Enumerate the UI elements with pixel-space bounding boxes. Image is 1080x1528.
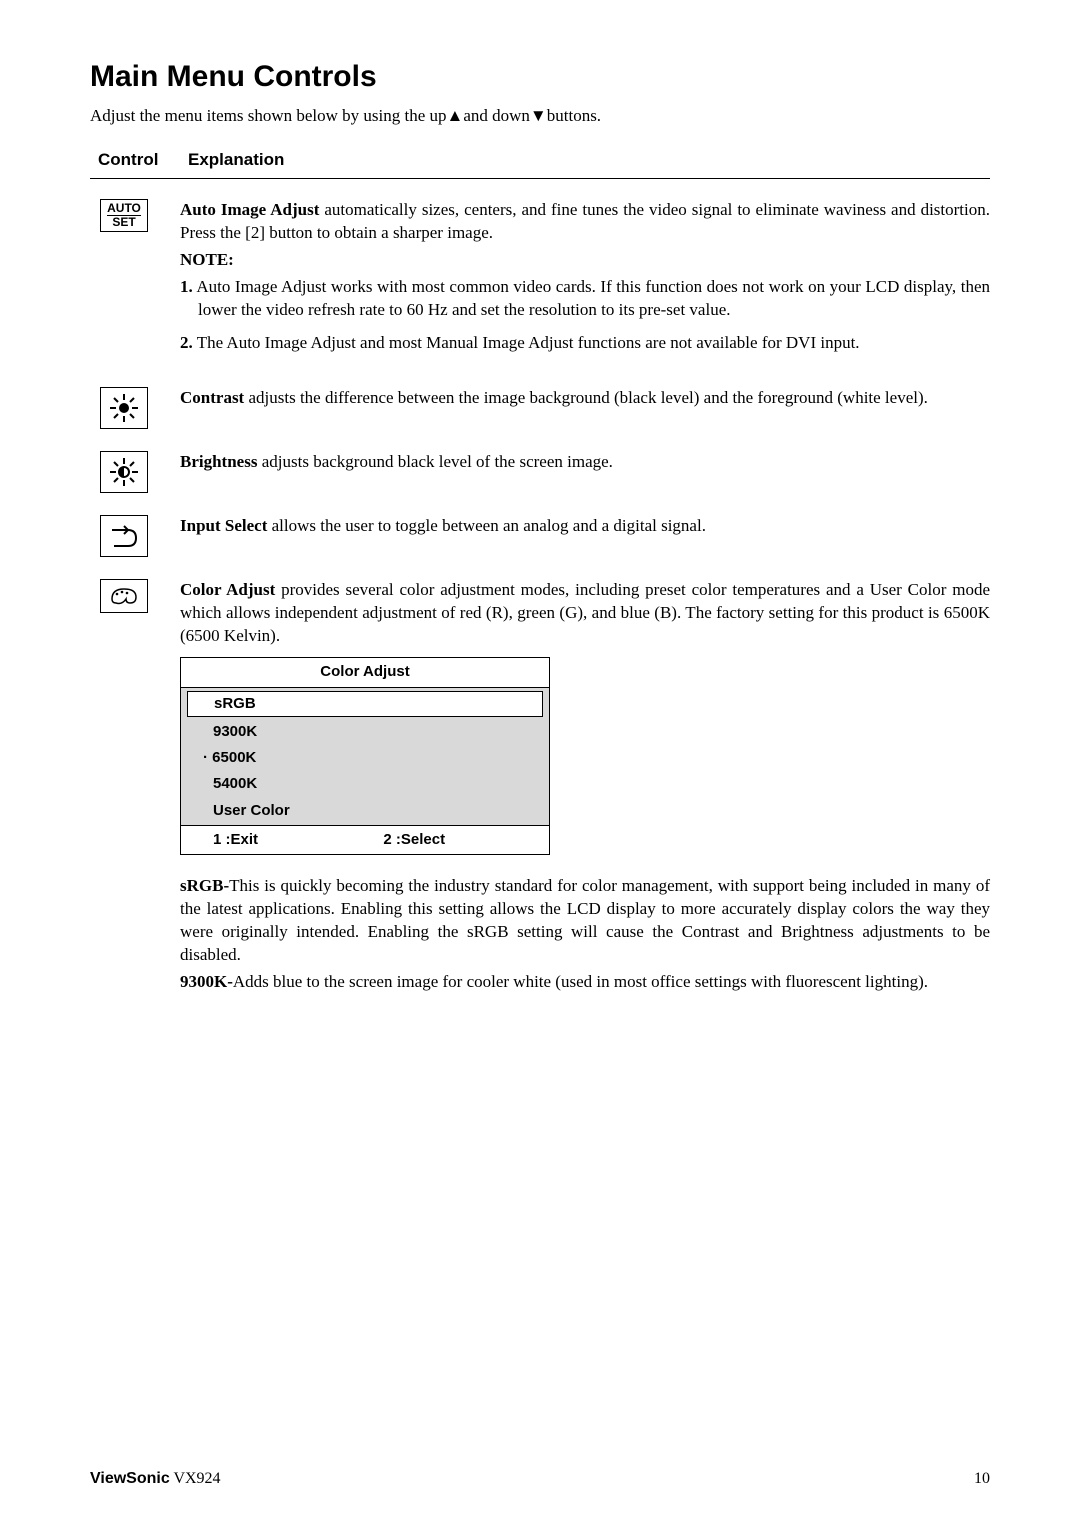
sun-half-icon [108, 456, 140, 488]
note1-text: Auto Image Adjust works with most common… [193, 277, 990, 319]
header-control: Control [98, 150, 188, 170]
item-color: Color Adjust provides several color adju… [90, 579, 990, 998]
up-arrow-icon: ▲ [447, 106, 464, 125]
content-auto: Auto Image Adjust automatically sizes, c… [180, 199, 990, 365]
ct-footer: 1 :Exit 2 :Select [181, 825, 549, 854]
note1-num: 1. [180, 277, 193, 296]
contrast-rest: adjusts the difference between the image… [244, 388, 928, 407]
down-arrow-icon: ▼ [530, 106, 547, 125]
item-input: Input Select allows the user to toggle b… [90, 515, 990, 557]
color-rest: provides several color adjustment modes,… [180, 580, 990, 645]
brightness-bold: Brightness [180, 452, 257, 471]
brightness-icon [100, 451, 148, 493]
ct-title: Color Adjust [181, 658, 549, 687]
input-bold: Input Select [180, 516, 267, 535]
footer-brand: ViewSonic [90, 1470, 170, 1487]
ct-select: 2 :Select [383, 830, 445, 850]
ct-row-5400k: 5400K [181, 771, 549, 797]
srgb-bold: sRGB- [180, 876, 229, 895]
sun-full-icon [108, 392, 140, 424]
k9300-bold: 9300K- [180, 972, 233, 991]
footer-page: 10 [974, 1470, 990, 1488]
note-label: NOTE: [180, 250, 234, 269]
palette-icon [108, 585, 140, 607]
note2-text: The Auto Image Adjust and most Manual Im… [193, 333, 860, 352]
intro-text: Adjust the menu items shown below by usi… [90, 106, 990, 126]
icon-auto-text: AUTO [107, 202, 141, 216]
brightness-rest: adjusts background black level of the sc… [257, 452, 612, 471]
icon-col [90, 579, 180, 613]
ct-row-user: User Color [181, 798, 549, 824]
intro-pre: Adjust the menu items shown below by usi… [90, 106, 447, 125]
page-title: Main Menu Controls [90, 60, 990, 94]
srgb-text: This is quickly becoming the industry st… [180, 876, 990, 964]
item-auto-adjust: AUTO SET Auto Image Adjust automatically… [90, 199, 990, 365]
ct-body: sRGB 9300K 6500K 5400K User Color [181, 688, 549, 825]
color-adjust-icon [100, 579, 148, 613]
intro-post: buttons. [547, 106, 601, 125]
input-rest: allows the user to toggle between an ana… [267, 516, 706, 535]
ct-row-6500k: 6500K [181, 745, 549, 771]
icon-col [90, 451, 180, 493]
note2-num: 2. [180, 333, 193, 352]
contrast-icon [100, 387, 148, 429]
page-footer: ViewSonic VX924 10 [90, 1470, 990, 1488]
contrast-bold: Contrast [180, 388, 244, 407]
ct-exit: 1 :Exit [181, 830, 383, 850]
content-color: Color Adjust provides several color adju… [180, 579, 990, 998]
note-list: 1. Auto Image Adjust works with most com… [180, 276, 990, 355]
content-input: Input Select allows the user to toggle b… [180, 515, 990, 542]
item-brightness: Brightness adjusts background black leve… [90, 451, 990, 493]
icon-col [90, 515, 180, 557]
icon-set-text: SET [112, 216, 135, 229]
intro-mid: and down [463, 106, 530, 125]
header-explanation: Explanation [188, 150, 284, 170]
icon-col: AUTO SET [90, 199, 180, 232]
color-adjust-table: Color Adjust sRGB 9300K 6500K 5400K User… [180, 657, 550, 855]
content-brightness: Brightness adjusts background black leve… [180, 451, 990, 478]
ct-row-srgb: sRGB [187, 691, 543, 717]
footer-model: VX924 [170, 1470, 221, 1487]
auto-bold: Auto Image Adjust [180, 200, 319, 219]
k9300-text: Adds blue to the screen image for cooler… [233, 972, 928, 991]
icon-col [90, 387, 180, 429]
footer-left: ViewSonic VX924 [90, 1470, 221, 1488]
auto-set-icon: AUTO SET [100, 199, 148, 232]
color-bold: Color Adjust [180, 580, 275, 599]
column-header-row: Control Explanation [90, 150, 990, 179]
content-contrast: Contrast adjusts the difference between … [180, 387, 990, 414]
ct-row-9300k: 9300K [181, 719, 549, 745]
input-select-icon [100, 515, 148, 557]
input-arrow-icon [108, 520, 140, 552]
item-contrast: Contrast adjusts the difference between … [90, 387, 990, 429]
